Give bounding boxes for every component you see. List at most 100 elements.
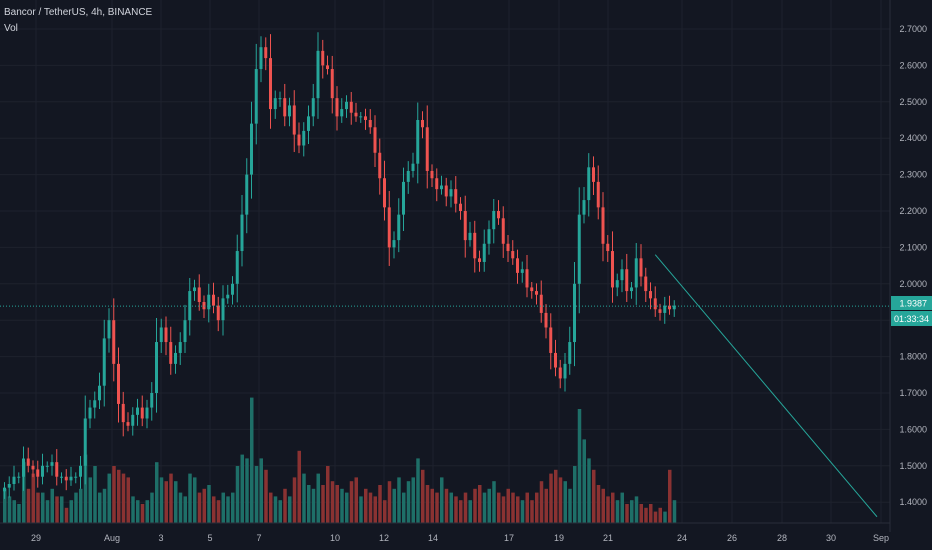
- volume-bar: [354, 477, 358, 523]
- overlays: [0, 254, 890, 518]
- time-tick-label: 19: [554, 533, 564, 543]
- volume-bar: [36, 492, 40, 523]
- candle-body: [250, 123, 253, 175]
- volume-bar: [406, 481, 411, 523]
- volume-bar: [159, 477, 164, 523]
- volume-bar: [321, 485, 325, 523]
- time-tick-label: 3: [158, 533, 163, 543]
- volume-bar: [378, 485, 382, 523]
- candle-body: [606, 243, 610, 252]
- volume-bar: [554, 469, 558, 523]
- candle-body: [22, 458, 25, 477]
- candle-body: [292, 105, 296, 135]
- volume-bar: [482, 492, 487, 523]
- volume-bar: [212, 496, 216, 523]
- volume-bar: [74, 492, 78, 523]
- candle-body: [269, 58, 272, 110]
- candle-body: [112, 320, 116, 364]
- candle-body: [55, 462, 59, 477]
- time-tick-label: Sep: [873, 533, 889, 543]
- volume-bars: [3, 397, 677, 523]
- candle-body: [497, 211, 500, 219]
- candle-body: [197, 287, 201, 302]
- last-price-label: 1.9387: [899, 299, 927, 309]
- candle-body: [259, 47, 263, 70]
- volume-bar: [292, 477, 297, 523]
- candle-body: [568, 342, 572, 364]
- volume-bar: [140, 504, 145, 523]
- volume-indicator-label[interactable]: Vol: [4, 23, 18, 34]
- volume-bar: [207, 485, 211, 523]
- candle-body: [193, 287, 196, 292]
- time-axis[interactable]: 29 Aug 3 5 7 10 12 14 17 19 21 24 26 28 30 Sep: [31, 533, 889, 543]
- time-tick-label: 24: [677, 533, 687, 543]
- volume-bar: [326, 466, 330, 523]
- volume-bar: [278, 500, 282, 523]
- volume-bar: [639, 504, 643, 523]
- candle-body: [454, 189, 458, 204]
- trendline-drawing[interactable]: [654, 254, 878, 518]
- candle-body: [321, 50, 325, 66]
- candle-body: [459, 203, 462, 211]
- volume-bar: [50, 488, 54, 523]
- volume-bar: [45, 500, 50, 523]
- volume-bar: [250, 397, 254, 523]
- last-price-badge: [891, 296, 932, 310]
- volume-bar: [663, 511, 667, 523]
- volume-bar: [392, 488, 396, 523]
- candle-body: [406, 170, 410, 182]
- volume-bar: [335, 485, 339, 523]
- price-tick-label: 2.3000: [899, 170, 927, 180]
- candle-body: [387, 207, 391, 248]
- volume-bar: [3, 488, 7, 523]
- volume-bar: [601, 488, 605, 523]
- candle-body: [3, 487, 6, 492]
- volume-bar: [544, 488, 548, 523]
- candle-body: [658, 309, 662, 313]
- volume-bar: [273, 496, 278, 523]
- time-tick-label: 10: [330, 533, 340, 543]
- volume-bar: [644, 507, 648, 523]
- volume-bar: [620, 492, 624, 523]
- candle-body: [345, 101, 348, 110]
- candle-body: [36, 469, 40, 477]
- price-tick-label: 1.7000: [899, 388, 927, 398]
- volume-bar: [107, 473, 111, 523]
- candle-body: [226, 294, 230, 299]
- volume-bar: [558, 477, 563, 523]
- candle-body: [544, 312, 548, 328]
- candle-body: [430, 170, 434, 179]
- candle-body: [473, 232, 477, 259]
- candlesticks: [3, 32, 676, 499]
- volume-bar: [316, 473, 320, 523]
- price-tick-label: 2.6000: [899, 60, 927, 70]
- volume-bar: [31, 473, 35, 523]
- volume-bar: [174, 481, 178, 523]
- volume-bar: [26, 488, 31, 523]
- countdown-label: 01:33:34: [894, 314, 929, 324]
- candle-body: [449, 189, 453, 197]
- volume-bar: [525, 492, 529, 523]
- candle-body: [60, 476, 63, 478]
- volume-bar: [245, 458, 249, 523]
- volume-bar: [587, 458, 591, 523]
- candle-body: [644, 276, 648, 292]
- time-tick-label: 14: [428, 533, 438, 543]
- volume-bar: [615, 500, 620, 523]
- volume-bar: [539, 481, 544, 523]
- volume-bar: [577, 409, 582, 523]
- volume-bar: [288, 496, 292, 523]
- candle-body: [88, 407, 92, 419]
- volume-bar: [178, 492, 183, 523]
- volume-bar: [188, 473, 192, 523]
- volume-bar: [630, 500, 634, 523]
- symbol-title[interactable]: Bancor / TetherUS, 4h, BINANCE: [4, 7, 153, 18]
- volume-bar: [126, 477, 130, 523]
- candle-body: [425, 127, 429, 171]
- volume-bar: [98, 492, 102, 523]
- time-tick-label: 30: [826, 533, 836, 543]
- volume-bar: [373, 496, 377, 523]
- volume-bar: [283, 488, 287, 523]
